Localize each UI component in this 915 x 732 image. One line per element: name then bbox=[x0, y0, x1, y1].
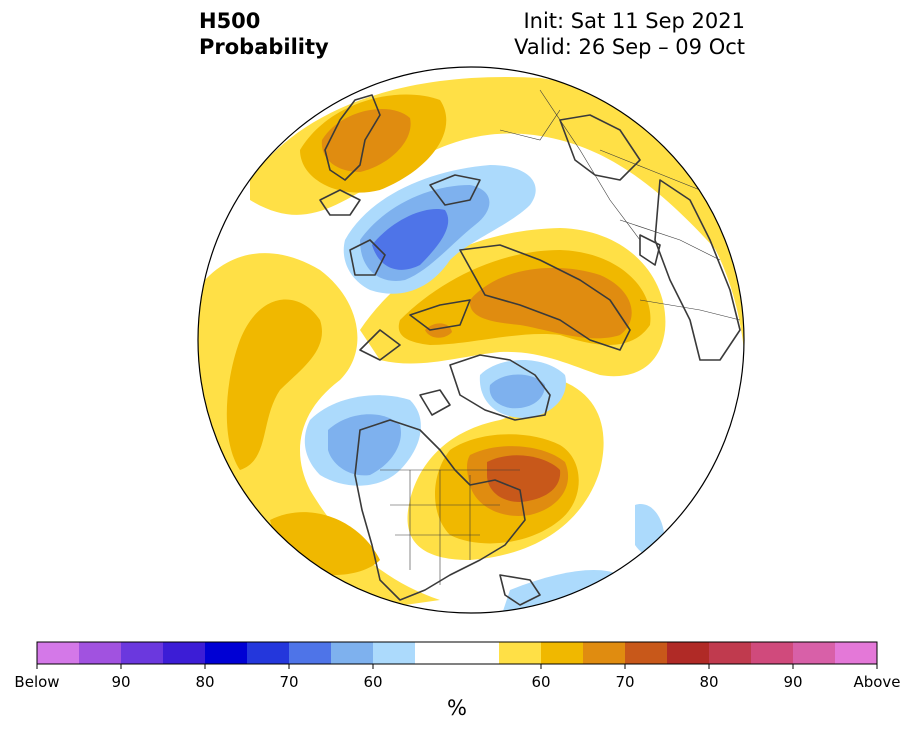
colorbar-segment bbox=[709, 642, 752, 664]
colorbar-segment bbox=[331, 642, 374, 664]
colorbar-tick-label: 90 bbox=[783, 673, 802, 691]
colorbar-segment bbox=[37, 642, 80, 664]
colorbar-ticks bbox=[37, 664, 877, 669]
colorbar-segment bbox=[499, 642, 542, 664]
colorbar-unit-label: % bbox=[447, 696, 467, 720]
colorbar-tick-label: 80 bbox=[699, 673, 718, 691]
colorbar-tick-label: 90 bbox=[111, 673, 130, 691]
colorbar-segment bbox=[373, 642, 416, 664]
colorbar-segment bbox=[205, 642, 248, 664]
colorbar-tick-label: 60 bbox=[363, 673, 382, 691]
colorbar-tick-label: 80 bbox=[195, 673, 214, 691]
colorbar-tick-label: 70 bbox=[615, 673, 634, 691]
colorbar-segment bbox=[415, 642, 458, 664]
colorbar-segment bbox=[121, 642, 164, 664]
colorbar-segment bbox=[541, 642, 584, 664]
colorbar-tick-label: 60 bbox=[531, 673, 550, 691]
colorbar-segment bbox=[625, 642, 668, 664]
colorbar-tick-label: Below bbox=[14, 673, 59, 691]
colorbar-segment bbox=[457, 642, 500, 664]
colorbar-segment bbox=[289, 642, 332, 664]
colorbar-tick-label: 70 bbox=[279, 673, 298, 691]
colorbar-segment bbox=[667, 642, 710, 664]
colorbar-segment bbox=[751, 642, 794, 664]
probability-field bbox=[190, 60, 760, 620]
colorbar-segment bbox=[79, 642, 122, 664]
colorbar bbox=[37, 642, 878, 664]
colorbar-tick-label: Above bbox=[853, 673, 900, 691]
colorbar-segment bbox=[247, 642, 290, 664]
colorbar-segment bbox=[583, 642, 626, 664]
colorbar-segment bbox=[163, 642, 206, 664]
colorbar-segment bbox=[793, 642, 836, 664]
colorbar-segment bbox=[835, 642, 878, 664]
